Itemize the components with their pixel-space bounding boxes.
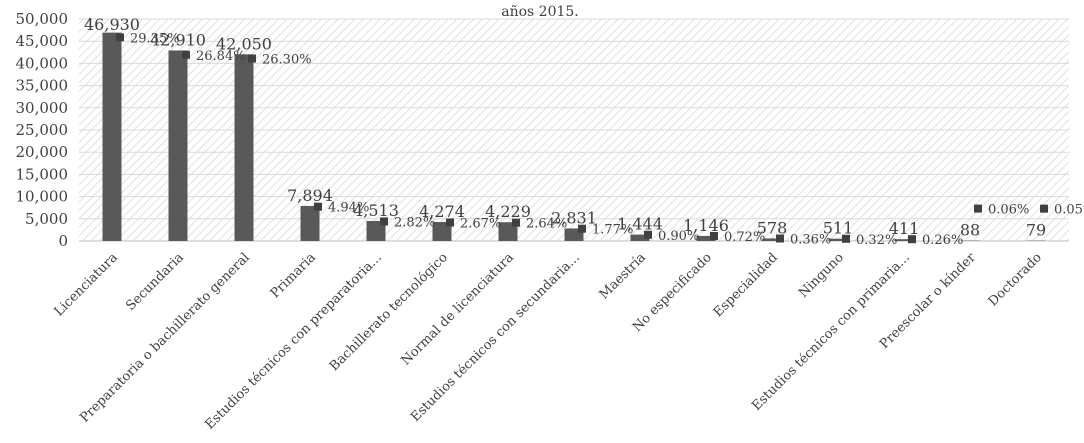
x-tick-label: Secundaria	[123, 250, 187, 314]
percent-label: 0.90%	[658, 229, 699, 244]
bar	[828, 238, 848, 241]
value-label: 79	[1026, 221, 1046, 240]
percent-marker	[512, 218, 520, 227]
y-tick-label: 35,000	[16, 77, 69, 95]
y-tick-label: 50,000	[16, 10, 69, 28]
bar	[300, 205, 320, 241]
y-tick-label: 20,000	[16, 143, 69, 161]
percent-markers	[116, 33, 1048, 244]
value-label: 578	[757, 218, 788, 237]
value-label: 4,513	[353, 201, 399, 220]
bar	[366, 220, 386, 241]
y-tick-label: 15,000	[16, 165, 69, 183]
y-axis-labels: 0 5,000 10,000 15,000 20,000 25,000 30,000 35,0…	[16, 10, 69, 250]
x-tick-label: Licenciatura	[52, 250, 121, 319]
percent-label: 2.82%	[394, 215, 435, 230]
value-label: 46,930	[84, 15, 140, 34]
x-tick-label: Ninguno	[796, 250, 847, 301]
x-tick-label: Especialidad	[711, 250, 781, 320]
percent-label: 0.06%	[988, 203, 1029, 218]
percent-marker	[248, 54, 256, 63]
percent-marker	[710, 232, 718, 241]
value-label: 88	[960, 221, 980, 240]
y-tick-label: 0	[58, 232, 68, 250]
percent-marker	[842, 234, 850, 243]
bar	[432, 222, 452, 241]
percent-label: 0.72%	[724, 230, 765, 245]
percent-marker	[644, 230, 652, 239]
value-label: 1,444	[617, 215, 663, 234]
x-tick-label: Doctorado	[986, 250, 1045, 309]
percent-marker	[578, 224, 586, 233]
percent-label: 0.36%	[790, 233, 831, 248]
percent-label: 26.30%	[262, 53, 312, 68]
bar	[498, 222, 518, 241]
percent-marker	[908, 235, 916, 244]
bar	[630, 234, 650, 241]
bar	[102, 32, 122, 241]
x-tick-label: Bachillerato tecnológico	[327, 250, 451, 374]
percent-marker	[446, 218, 454, 227]
bar	[762, 238, 782, 241]
chart-title: años 2015.	[501, 4, 579, 20]
percent-label: 0.26%	[922, 233, 963, 248]
value-label: 4,229	[485, 202, 531, 221]
y-tick-label: 40,000	[16, 54, 69, 72]
value-labels: 46,930 42,910 42,050 7,894 4,513 4,274 4,229 2,…	[84, 15, 1046, 240]
percent-label: 1.77%	[592, 223, 633, 238]
percent-label: 4.94%	[328, 201, 369, 216]
percent-marker	[1040, 204, 1048, 213]
y-tick-label: 45,000	[16, 32, 69, 50]
percent-label: 26.84%	[196, 49, 246, 64]
percent-label: 2.67%	[460, 216, 501, 231]
bars	[102, 32, 1046, 241]
percent-label: 29.35%	[130, 31, 180, 46]
percent-marker	[116, 33, 124, 42]
y-tick-label: 25,000	[16, 121, 69, 139]
bar	[894, 239, 914, 241]
x-tick-label: Maestría	[597, 250, 649, 302]
x-tick-label: Normal de licenciatura	[398, 250, 517, 369]
value-label: 42,910	[150, 30, 206, 49]
percent-marker	[974, 204, 982, 213]
bar	[234, 54, 254, 241]
percent-label: 0.05%	[1054, 203, 1084, 218]
bar	[696, 235, 716, 241]
value-label: 7,894	[287, 186, 333, 205]
percent-labels: 29.35% 26.84% 26.30% 4.94% 2.82% 2.67% 2.64% 1.…	[130, 31, 1084, 248]
bar	[168, 50, 188, 241]
y-tick-label: 10,000	[16, 188, 69, 206]
percent-marker	[776, 234, 784, 243]
value-label: 42,050	[216, 34, 272, 53]
x-tick-label: Primaria	[268, 250, 319, 301]
y-tick-label: 30,000	[16, 99, 69, 117]
y-tick-label: 5,000	[25, 210, 68, 228]
percent-label: 2.64%	[526, 217, 567, 232]
value-label: 2,831	[551, 208, 597, 227]
value-label: 511	[823, 219, 854, 238]
value-label: 1,146	[683, 216, 729, 235]
percent-marker	[314, 202, 322, 211]
percent-label: 0.32%	[856, 233, 897, 248]
value-label: 4,274	[419, 202, 465, 221]
percent-marker	[380, 217, 388, 226]
percent-marker	[182, 50, 190, 59]
value-label: 411	[889, 219, 920, 238]
